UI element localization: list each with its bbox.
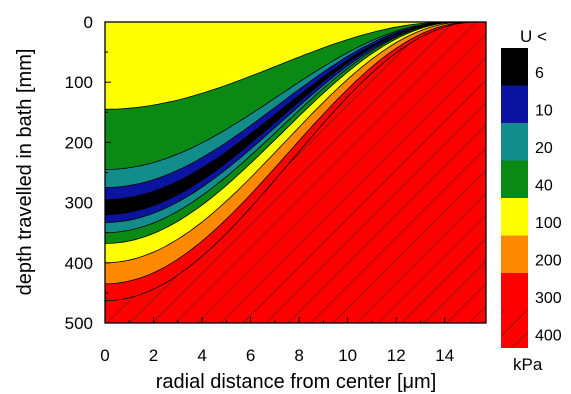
band-6	[105, 22, 486, 215]
contour-line-300	[105, 22, 477, 302]
band-400-hatched	[105, 22, 486, 323]
y-axis: 0 100 200 300 400 500	[65, 13, 111, 333]
band-40	[105, 22, 486, 170]
legend-label-6: 6	[535, 65, 544, 82]
x-tick-label: 8	[294, 346, 303, 365]
contour-line-20	[105, 22, 457, 234]
y-tick-label: 100	[65, 73, 93, 92]
x-axis-label: radial distance from center [μm]	[156, 371, 437, 393]
y-axis-label: depth travelled in bath [mm]	[14, 49, 36, 296]
legend-swatch-6	[501, 48, 528, 86]
legend-label-10: 10	[535, 103, 553, 120]
legend-unit: kPa	[513, 355, 543, 374]
legend-label-20: 20	[535, 140, 553, 157]
y-tick-label: 0	[84, 13, 93, 32]
band-100	[105, 22, 450, 110]
contour-line-40	[105, 22, 453, 170]
legend-swatch-40	[501, 160, 528, 198]
band-200	[105, 22, 486, 284]
y-tick-label: 500	[65, 314, 93, 333]
legend-swatch-200	[501, 235, 528, 273]
legend-title: U <	[520, 27, 547, 46]
y-tick-label: 200	[65, 133, 93, 152]
legend-swatch-20	[501, 123, 528, 161]
contour-line-40	[105, 22, 460, 244]
x-tick-label: 6	[246, 346, 255, 365]
contour-line-200	[105, 22, 472, 285]
legend-label-200: 200	[535, 253, 562, 270]
legend-swatch-300	[501, 273, 528, 311]
contour-line-10	[105, 22, 457, 223]
contour-lines	[105, 22, 477, 302]
x-tick-label: 10	[338, 346, 357, 365]
contour-line-6	[105, 22, 455, 215]
x-tick-label: 0	[100, 346, 109, 365]
contour-line-20	[105, 22, 453, 188]
y-tick-label: 400	[65, 254, 93, 273]
legend-label-40: 40	[535, 178, 553, 195]
band-20	[105, 22, 486, 188]
contour-line-10	[105, 22, 455, 200]
contour-bands	[105, 22, 486, 323]
x-axis: 0 2 4 6 8 10 12 14	[100, 317, 454, 365]
x-tick-label: 14	[435, 346, 454, 365]
legend-label-100: 100	[535, 215, 562, 232]
x-tick-label: 12	[387, 346, 406, 365]
legend-label-300: 300	[535, 290, 562, 307]
legend-label-400: 400	[535, 328, 562, 345]
legend-swatch-400	[501, 310, 528, 348]
legend-swatch-10	[501, 85, 528, 123]
legend-swatch-100	[501, 198, 528, 236]
band-100	[105, 22, 486, 263]
contour-line-100	[105, 22, 465, 264]
y-tick-label: 300	[65, 194, 93, 213]
contour-line-100	[105, 22, 450, 110]
x-tick-label: 2	[149, 346, 158, 365]
legend: U < 6 10 20 40 100 200 300 400 kPa	[501, 27, 562, 374]
x-tick-label: 4	[197, 346, 206, 365]
